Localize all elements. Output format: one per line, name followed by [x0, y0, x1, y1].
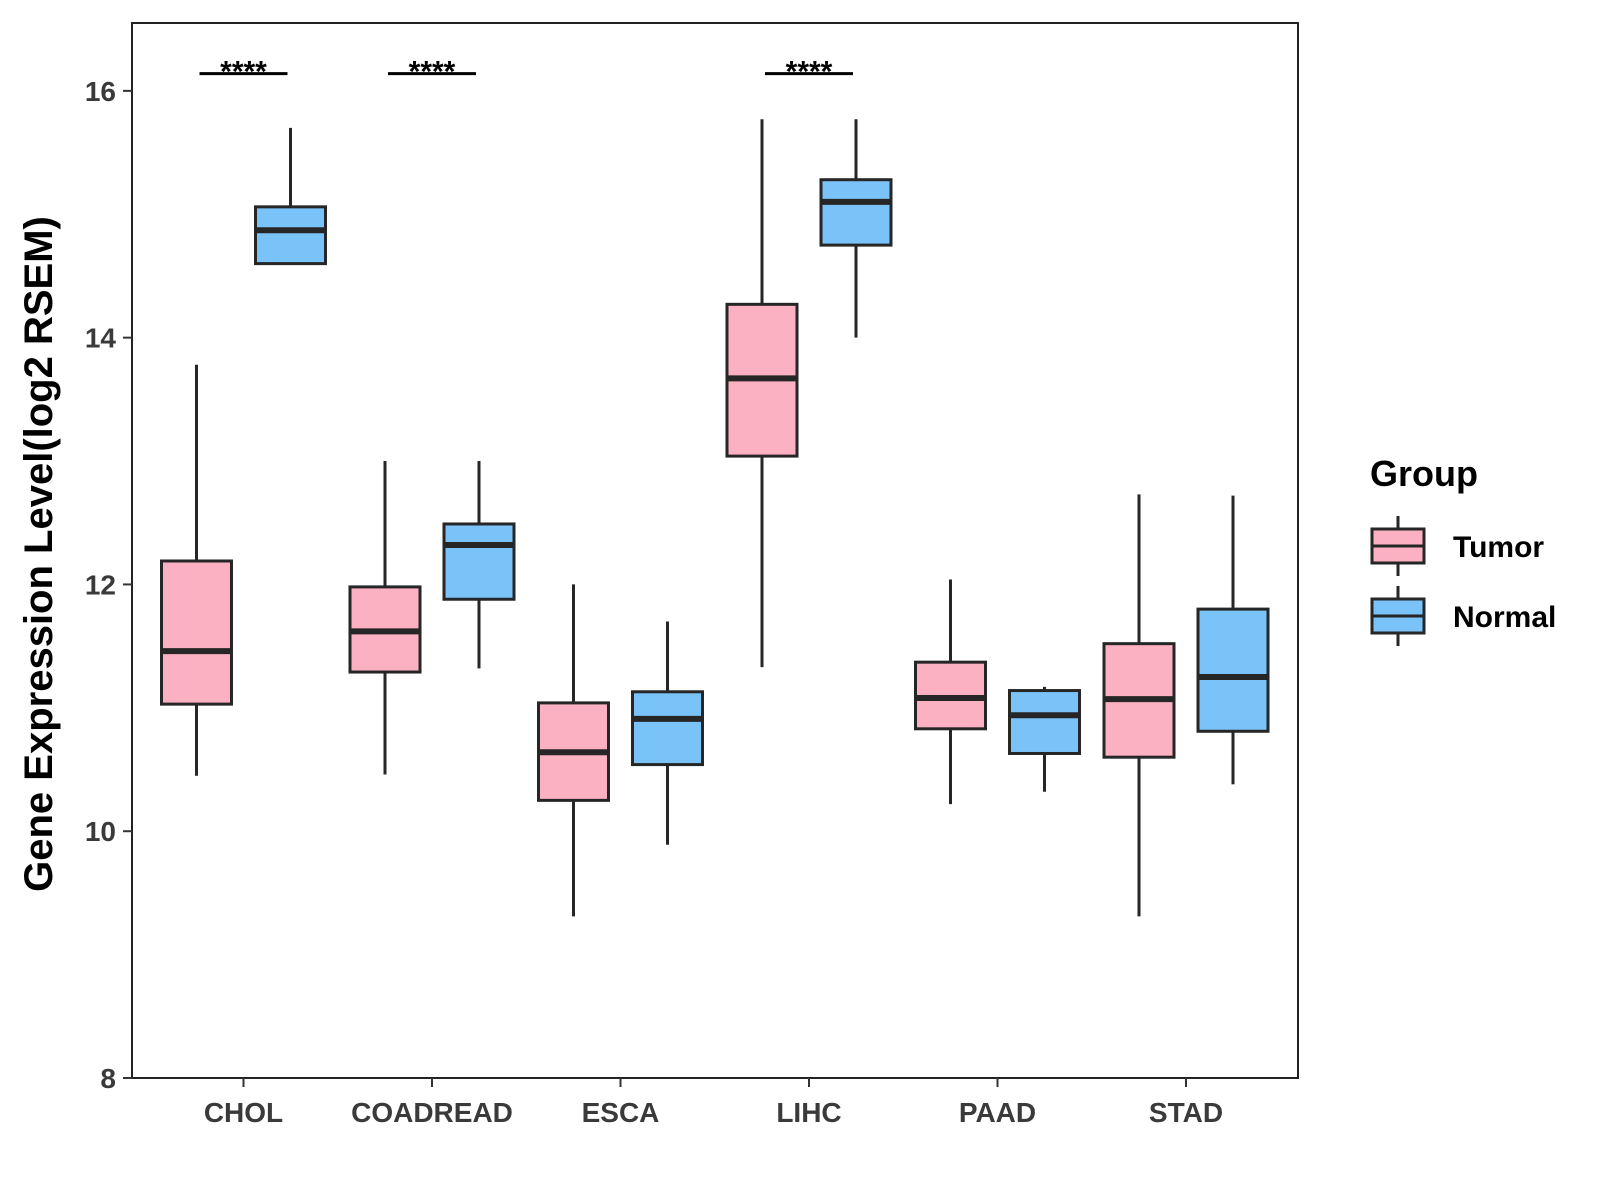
box-body [631, 690, 704, 767]
legend-label: Normal [1453, 601, 1556, 634]
box-normal-esca [631, 621, 704, 845]
x-tick-label: ESCA [582, 1097, 660, 1128]
x-tick-label: PAAD [959, 1097, 1036, 1128]
y-tick-label: 16 [85, 76, 116, 107]
panel-border [131, 22, 1299, 1079]
box-normal-lihc [819, 119, 893, 338]
y-tick-label: 10 [85, 816, 116, 847]
box-tumor-coadread [348, 461, 422, 775]
x-tick-label: STAD [1149, 1097, 1223, 1128]
legend-title: Group [1370, 453, 1478, 494]
y-tick-label: 8 [100, 1063, 116, 1094]
y-tick-label: 14 [85, 323, 117, 354]
box-body [819, 178, 893, 247]
box-normal-coadread [442, 461, 516, 669]
y-tick-label: 12 [85, 569, 116, 600]
significance-label: **** [409, 56, 456, 89]
legend-item-tumor: Tumor [1370, 516, 1544, 576]
box-body [442, 522, 516, 601]
box-body [1008, 689, 1081, 755]
box-tumor-lihc [725, 119, 799, 668]
box-body [160, 559, 233, 706]
box-body [254, 205, 327, 266]
box-tumor-chol [160, 364, 233, 776]
x-tick-label: COADREAD [351, 1097, 513, 1128]
box-normal-chol [254, 127, 327, 266]
significance-label: **** [786, 56, 833, 89]
box-normal-stad [1196, 495, 1270, 785]
legend: Group Tumor Normal [1370, 453, 1556, 646]
x-tick-label: LIHC [776, 1097, 841, 1128]
y-axis-title: Gene Expression Level(log2 RSEM) [17, 216, 61, 892]
significance-label: **** [220, 56, 267, 89]
plot-area: **** **** **** [160, 56, 1270, 917]
box-tumor-paad [914, 579, 987, 805]
box-body [1196, 607, 1270, 733]
x-tick-label: CHOL [204, 1097, 283, 1128]
box-tumor-esca [537, 584, 610, 917]
legend-label: Tumor [1453, 531, 1544, 564]
box-normal-paad [1008, 686, 1081, 792]
legend-item-normal: Normal [1370, 586, 1556, 646]
box-tumor-stad [1102, 494, 1176, 917]
axes: 8 10 12 14 16 CHOL COADREAD ESCA LIHC PAAD STAD [85, 22, 1299, 1128]
